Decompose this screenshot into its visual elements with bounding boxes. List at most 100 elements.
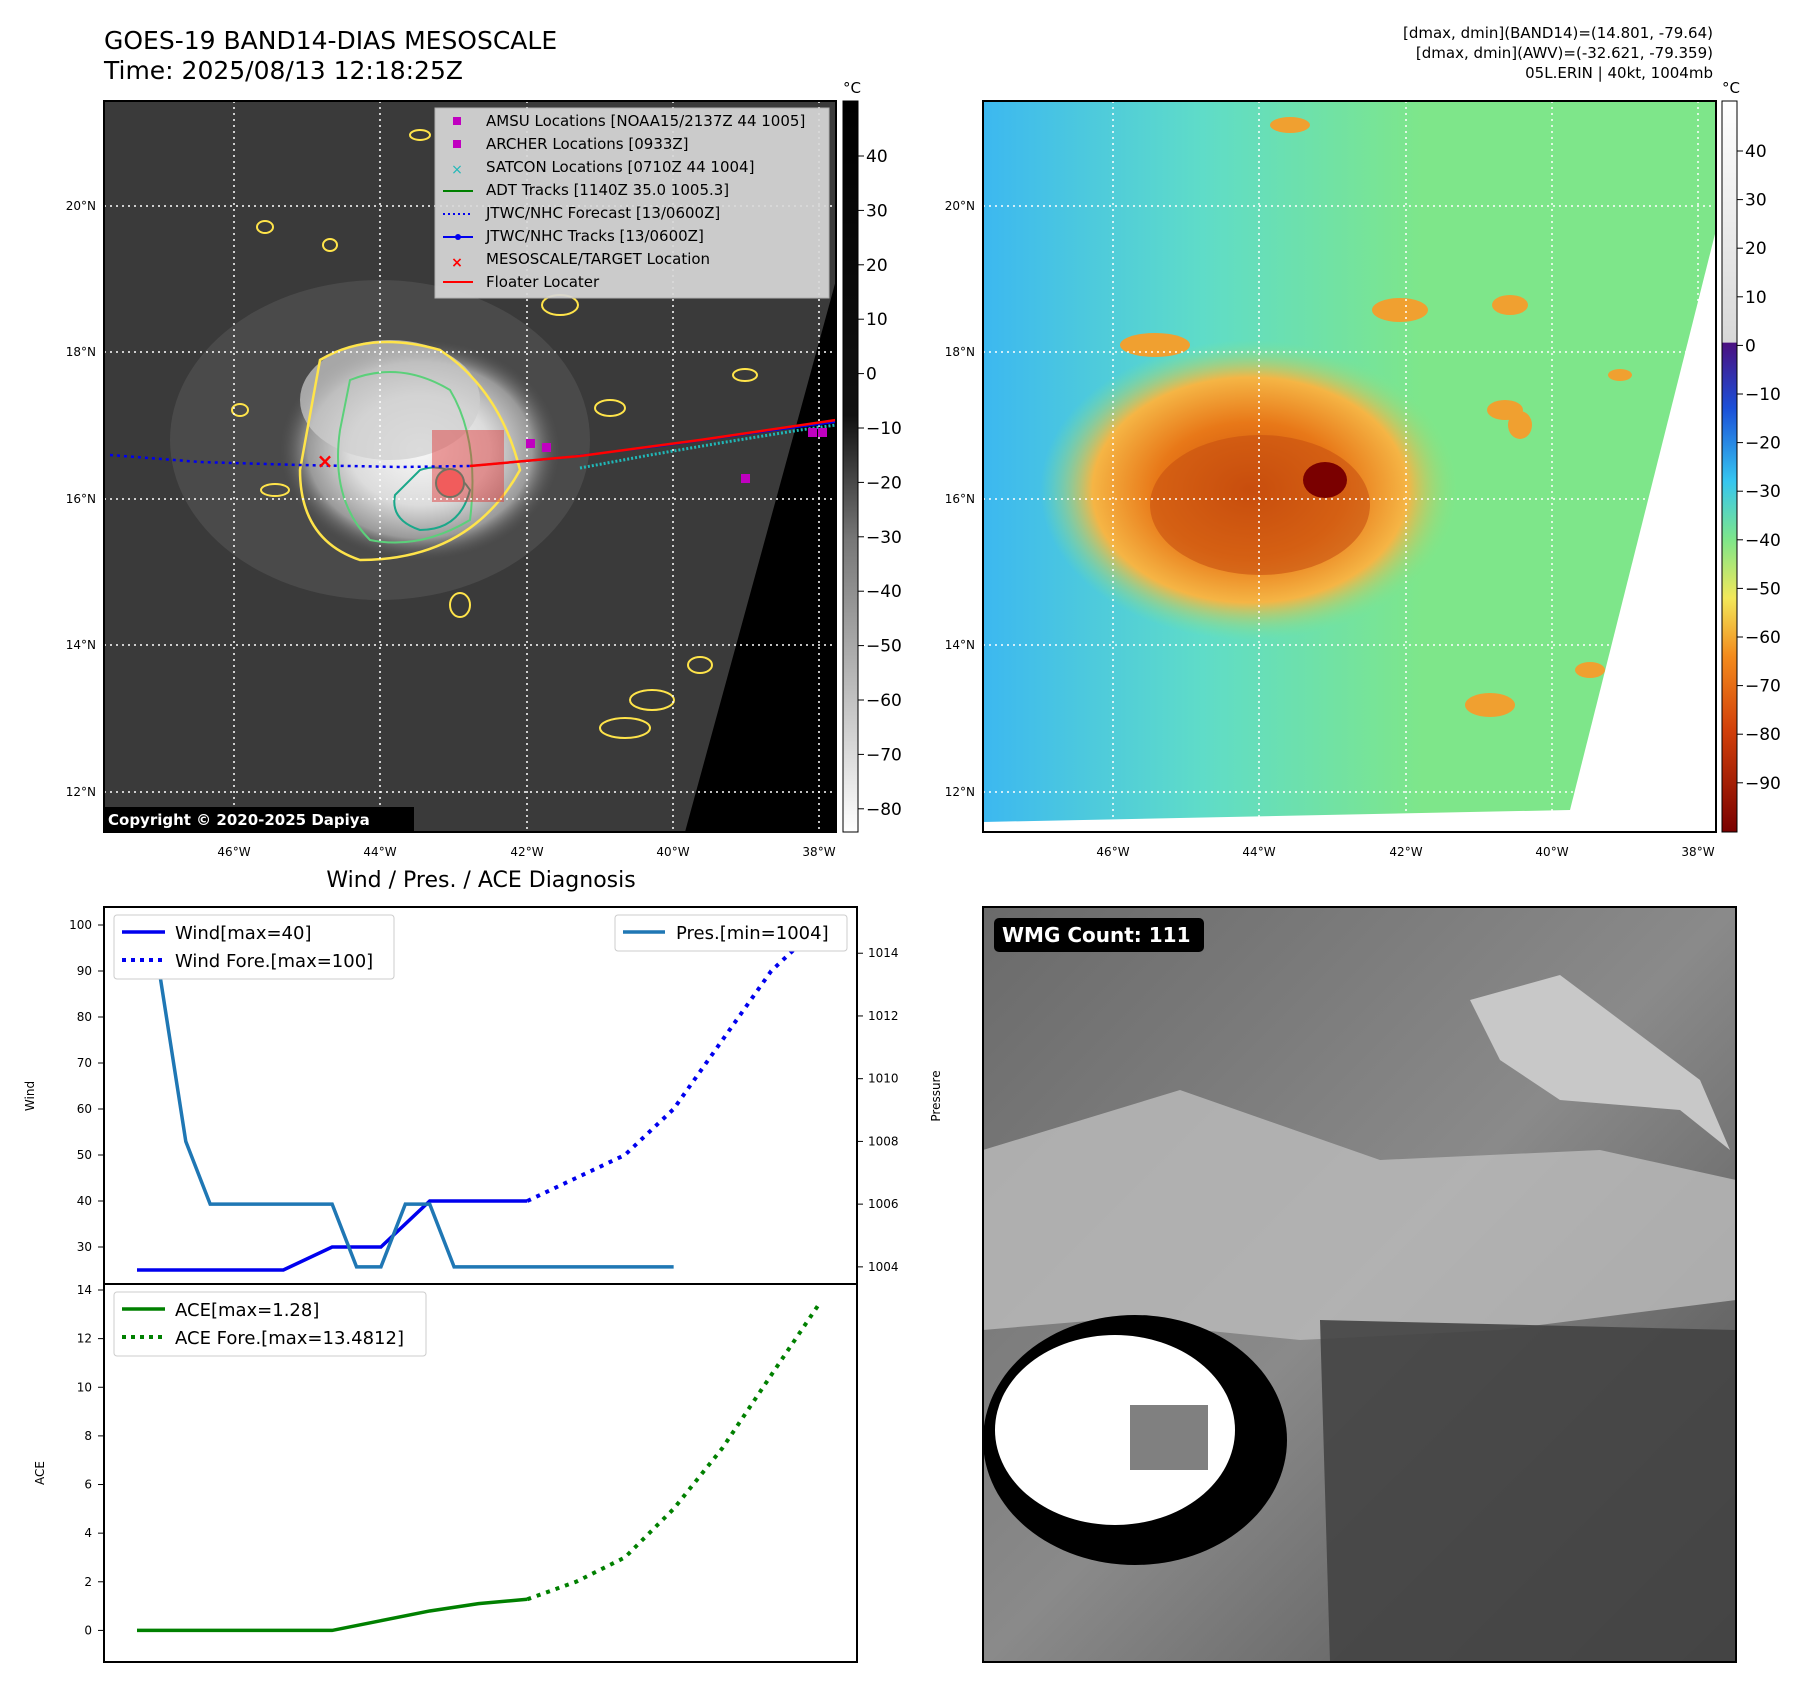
copyright-label: Copyright © 2020-2025 Dapiya [108,811,370,829]
floater-locater-line [469,418,837,468]
ir-colorbar-tick-label: −60 [866,691,902,711]
series-ace-forecast [526,1301,822,1602]
pressure-ytick-label: 1012 [868,1009,899,1023]
cold-contour-green [337,371,474,544]
color-map-frame [982,100,1717,833]
right-lon-label-40w: 40°W [1535,845,1568,859]
ir-colorbar-tick-label: −80 [866,800,902,820]
ace-axis-label: ACE [33,1461,47,1485]
forecast-track-line [109,453,471,469]
color-colorbar-tick-label: −20 [1745,434,1781,454]
ir-colorbar-tick-label: 20 [866,256,888,276]
ir-map-panel: × × × AMSU Locations [NOAA15/2137Z 44 10… [66,100,837,859]
lon-label-46w: 46°W [217,845,250,859]
right-lat-label-14n: 14°N [945,638,975,652]
figure-title: GOES-19 BAND14-DIAS MESOSCALE [104,26,558,55]
lon-label-38w: 38°W [802,845,835,859]
lon-label-42w: 42°W [510,845,543,859]
wind-legend: Wind[max=40] Wind Fore.[max=100] [113,914,395,980]
wind-ytick-label: 90 [77,964,92,978]
target-x-marker: × [317,449,334,473]
ir-colorbar-tick-label: 0 [866,365,877,385]
legend-forecast: JTWC/NHC Forecast [13/0600Z] [485,204,720,222]
pressure-legend: Pres.[min=1004] [614,914,848,952]
legend-floater: Floater Locater [486,273,600,291]
legend-tracks: JTWC/NHC Tracks [13/0600Z] [485,227,704,245]
color-colorbar-tick-label: −70 [1745,677,1781,697]
ace-ytick-label: 14 [77,1283,92,1297]
pressure-ytick-label: 1010 [868,1072,899,1086]
lat-label-20n: 20°N [66,199,96,213]
wind-ytick-label: 100 [69,918,92,932]
storm-center-marker [435,468,465,498]
ir-colorbar-tick-label: −50 [866,637,902,657]
ir-map-frame [103,100,837,833]
awv-range: [dmax, dmin](AWV)=(-32.621, -79.359) [1415,44,1713,62]
color-colorbar: °C 40 30 20 10 0 −10 −20 −30 −40 −50 −60 −70 −80 −90 [1721,79,1781,833]
right-lon-label-38w: 38°W [1681,845,1714,859]
ir-colorbar-tick-label: −10 [866,419,902,439]
wind-ytick-label: 80 [77,1010,92,1024]
legend-pressure: Pres.[min=1004] [676,923,829,944]
color-colorbar-tick-label: 40 [1745,142,1767,162]
legend-wind: Wind[max=40] [175,923,312,944]
pressure-axis-label: Pressure [929,1070,943,1121]
ace-ytick-label: 0 [84,1623,92,1637]
series-wind-forecast [526,923,822,1203]
ir-colorbar-tick-label: −70 [866,745,902,765]
color-map-panel: 20°N 18°N 16°N 14°N 12°N 46°W 44°W 42°W … [945,100,1717,859]
right-lat-label-16n: 16°N [945,492,975,506]
wind-ytick-label: 60 [77,1102,92,1116]
lon-label-40w: 40°W [656,845,689,859]
wind-axis-label: Wind [23,1081,37,1111]
color-colorbar-unit: °C [1722,79,1740,97]
ir-colorbar-tick-label: −20 [866,473,902,493]
legend-amsu: AMSU Locations [NOAA15/2137Z 44 1005] [486,112,805,130]
legend-wind-forecast: Wind Fore.[max=100] [175,951,373,972]
pressure-ytick-label: 1014 [868,946,899,960]
ir-colorbar-tick-label: 30 [866,201,888,221]
pressure-ytick-label: 1004 [868,1260,899,1274]
right-lat-label-18n: 18°N [945,345,975,359]
wmg-eye-region [995,1335,1235,1525]
color-colorbar-tick-label: −60 [1745,628,1781,648]
lon-label-44w: 44°W [363,845,396,859]
ir-colorbar: °C 40 30 20 10 0 −10 −20 −30 −40 −50 −60 −70 −80 [842,79,902,833]
color-colorbar-tick-label: −90 [1745,774,1781,794]
color-colorbar-tick-label: −50 [1745,579,1781,599]
color-colorbar-tick-label: 30 [1745,191,1767,211]
storm-core [1303,462,1347,498]
ace-ytick-label: 4 [84,1526,92,1540]
lat-label-12n: 12°N [66,785,96,799]
band14-range: [dmax, dmin](BAND14)=(14.801, -79.64) [1402,24,1713,42]
ir-colorbar-tick-label: −40 [866,582,902,602]
wind-ytick-label: 40 [77,1194,92,1208]
ace-ytick-label: 2 [84,1575,92,1589]
ir-colorbar-tick-label: 10 [866,310,888,330]
right-lon-label-46w: 46°W [1096,845,1129,859]
ir-colorbar-tick-label: 40 [866,147,888,167]
legend-adt: ADT Tracks [1140Z 35.0 1005.3] [486,181,729,199]
color-colorbar-tick-label: 10 [1745,288,1767,308]
color-colorbar-tick-label: −10 [1745,385,1781,405]
series-pressure [137,920,674,1269]
lat-label-18n: 18°N [66,345,96,359]
wmg-panel: WMG Count: 111 [982,906,1737,1663]
ace-ytick-label: 6 [84,1478,92,1492]
ir-legend: × × AMSU Locations [NOAA15/2137Z 44 1005… [434,107,830,299]
lat-label-14n: 14°N [66,638,96,652]
svg-text:×: × [451,255,463,271]
chart-title: Wind / Pres. / ACE Diagnosis [326,868,635,893]
right-lat-label-20n: 20°N [945,199,975,213]
color-colorbar-tick-label: −40 [1745,531,1781,551]
wind-ytick-label: 50 [77,1148,92,1162]
legend-target: MESOSCALE/TARGET Location [486,250,710,268]
legend-ace-forecast: ACE Fore.[max=13.4812] [175,1328,404,1349]
color-colorbar-tick-label: −30 [1745,482,1781,502]
lat-label-16n: 16°N [66,492,96,506]
ir-colorbar-unit: °C [843,79,861,97]
svg-text:×: × [451,162,463,178]
storm-info: 05L.ERIN | 40kt, 1004mb [1525,64,1713,82]
right-lat-label-12n: 12°N [945,785,975,799]
